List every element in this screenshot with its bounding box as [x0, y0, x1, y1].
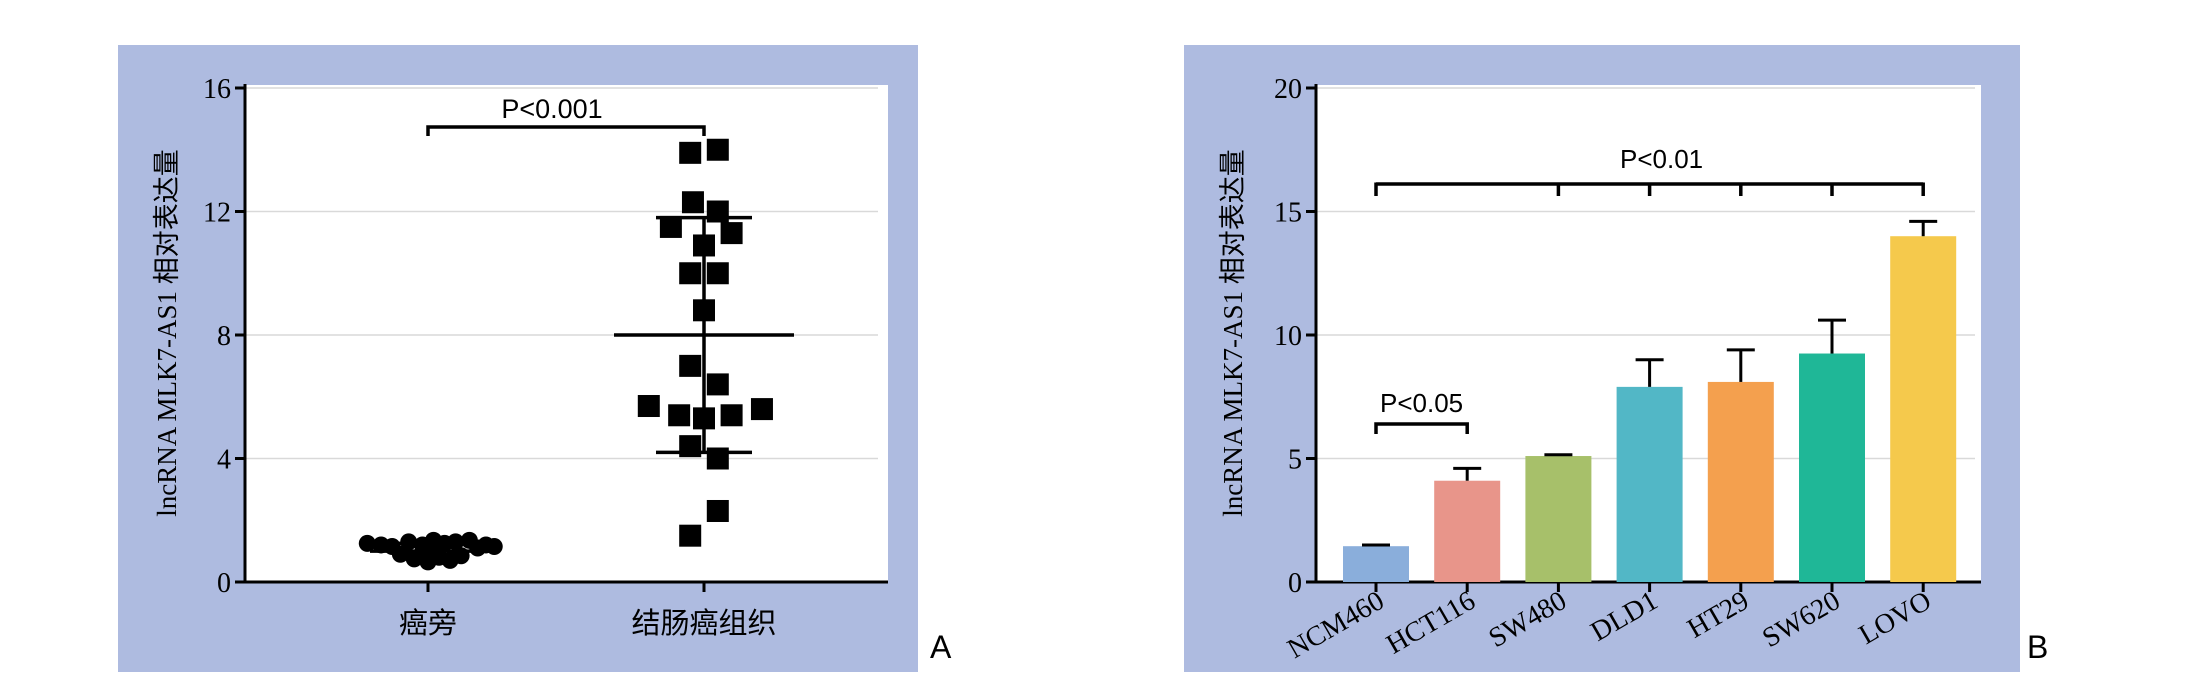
- panel-a-point: [485, 537, 503, 555]
- panel-a-y-ticks: 0 4 8 12 16: [203, 74, 245, 599]
- panel-a-point: [637, 395, 660, 418]
- panel-b-y-tick-label: 0: [1288, 568, 1302, 599]
- panel-b-bars: [1343, 219, 1957, 582]
- panel-b-y-tick-label: 15: [1274, 198, 1302, 229]
- panel-b-significance-label: P<0.05: [1380, 388, 1463, 418]
- panel-a-x-tick-label: 结肠癌组织: [631, 607, 776, 640]
- panel-b-y-ticks: 0 5 10 15 20: [1274, 74, 1316, 599]
- panel-a-summary-bars: [370, 215, 794, 561]
- panel-a-point: [679, 524, 702, 547]
- panel-b-bar: [1525, 456, 1592, 582]
- panel-b-significance: P<0.05 P<0.01: [1374, 144, 1925, 434]
- panel-a-y-tick-label: 12: [203, 198, 231, 229]
- panel-a-significance-bracket: [426, 125, 706, 136]
- panel-a-point: [706, 262, 729, 285]
- panel-b-y-tick-label: 20: [1274, 74, 1302, 105]
- panel-b-bar: [1799, 353, 1865, 582]
- panel-a: 0 4 8 12 16 癌旁 结肠癌组织 P<0.001 lncRNA MLK7-AS1 …: [118, 45, 952, 672]
- panel-a-y-tick-label: 4: [217, 445, 231, 476]
- panel-a-significance: P<0.001: [426, 94, 706, 136]
- panel-a-point: [681, 191, 704, 214]
- panel-a-point: [659, 215, 682, 238]
- panel-b-bar: [1890, 236, 1957, 582]
- panel-b-y-tick-label: 10: [1274, 321, 1302, 352]
- panel-b-bar: [1616, 386, 1683, 582]
- panel-b-bar: [1343, 546, 1409, 582]
- panel-a-point: [750, 398, 773, 421]
- panel-a-x-ticks: 癌旁 结肠癌组织: [399, 582, 777, 640]
- panel-a-points: [358, 138, 773, 571]
- panel-a-y-tick-label: 0: [217, 568, 231, 599]
- panel-a-point: [720, 222, 743, 245]
- panel-a-label: A: [930, 629, 952, 665]
- panel-b-y-axis-label: lncRNA MLK7-AS1 相对表达量: [1218, 149, 1248, 517]
- panel-b-y-tick-label: 5: [1288, 445, 1302, 476]
- panel-a-point: [706, 499, 729, 522]
- panel-b-bar: [1434, 480, 1501, 582]
- panel-a-point: [706, 373, 729, 396]
- panel-a-point: [358, 534, 376, 552]
- panel-a-point: [720, 404, 743, 427]
- panel-b-label: B: [2027, 629, 2048, 665]
- panel-a-x-tick-label: 癌旁: [399, 607, 457, 640]
- panel-a-y-axis-label: lncRNA MLK7-AS1 相对表达量: [152, 149, 182, 517]
- panel-a-point: [679, 141, 702, 164]
- panel-b-significance-bracket: [1374, 422, 1469, 434]
- panel-b-bar: [1707, 381, 1774, 582]
- panel-a-point: [679, 262, 702, 285]
- panel-a-y-tick-label: 16: [203, 74, 231, 105]
- panel-a-significance-label: P<0.001: [501, 94, 602, 124]
- panel-a-point: [679, 354, 702, 377]
- panel-a-point: [668, 404, 691, 427]
- panel-a-point: [706, 138, 729, 161]
- panel-b-significance-label: P<0.01: [1620, 144, 1703, 174]
- panel-a-y-tick-label: 8: [217, 321, 231, 352]
